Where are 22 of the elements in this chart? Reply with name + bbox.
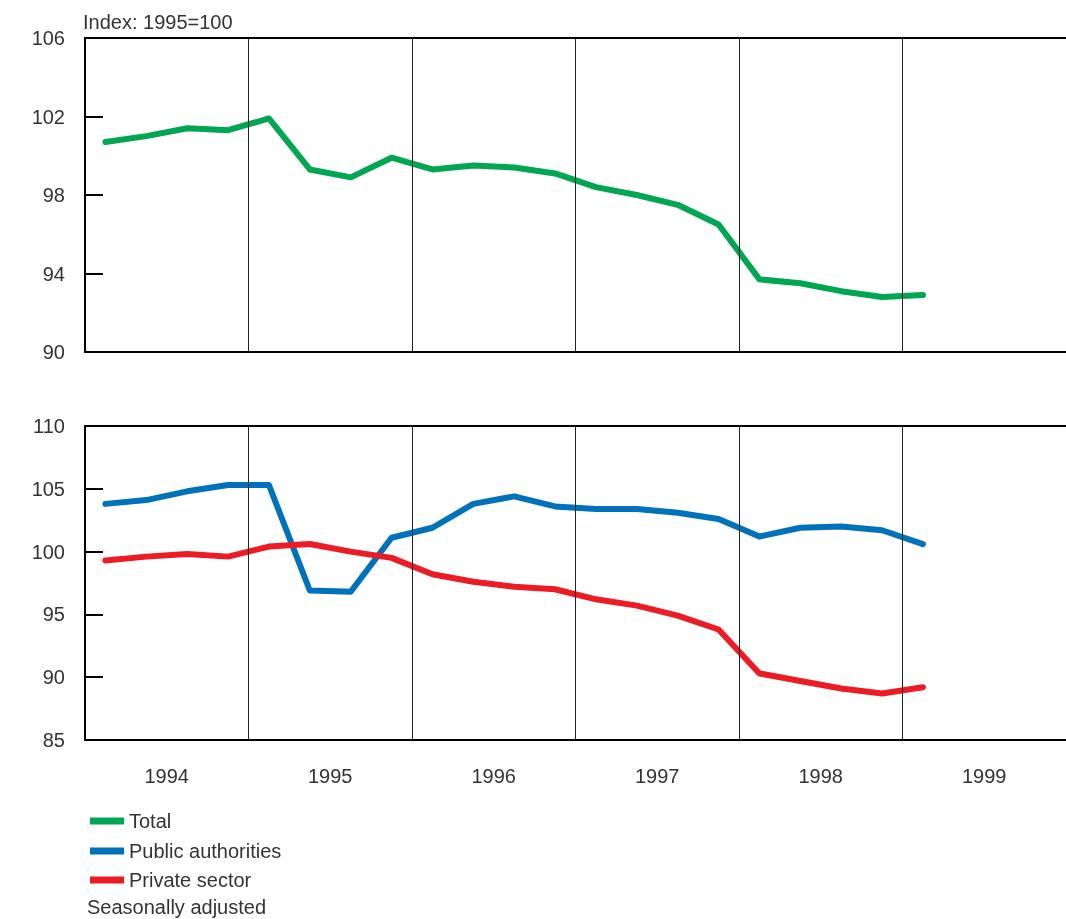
x-tick-label: 1996 <box>471 765 516 787</box>
y-tick-label: 102 <box>31 105 65 128</box>
x-tick-label: 1994 <box>144 765 189 787</box>
x-tick-label: 1999 <box>962 765 1007 787</box>
y-tick-label: 98 <box>42 184 65 206</box>
x-tick-label: 1997 <box>635 765 680 787</box>
legend-label: Total <box>129 810 172 832</box>
x-tick-label: 1998 <box>798 765 843 787</box>
y-tick-label: 95 <box>42 603 65 626</box>
y-tick-label: 90 <box>42 341 65 363</box>
y-tick-label: 105 <box>31 477 65 500</box>
y-axis-title: Index: 1995=100 <box>83 11 233 33</box>
x-tick-label: 1995 <box>308 765 353 787</box>
y-tick-label: 85 <box>42 729 65 751</box>
legend-label: Public authorities <box>129 840 282 862</box>
legend-label: Private sector <box>129 869 252 891</box>
y-tick-label: 90 <box>42 666 65 689</box>
y-tick-label: 106 <box>31 27 65 49</box>
y-tick-label: 94 <box>42 262 65 285</box>
y-tick-label: 110 <box>33 415 65 437</box>
text: Seasonally adjusted <box>87 896 267 918</box>
y-tick-label: 100 <box>31 540 65 563</box>
